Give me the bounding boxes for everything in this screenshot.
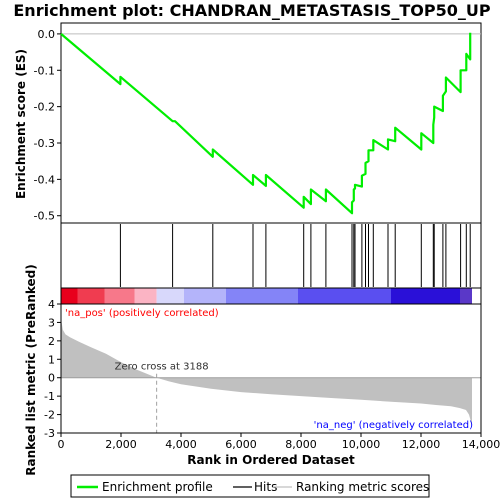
metric-tick-label: 0 [48,372,55,385]
color-bar-segment [61,288,78,304]
metric-tick-label: -2 [44,409,55,422]
legend-profile-label: Enrichment profile [102,480,213,494]
es-axis-label: Enrichment score (ES) [14,49,28,199]
color-bar-segment [135,288,157,304]
metric-tick-label: 1 [48,353,55,366]
es-tick-label: -0.3 [34,137,55,150]
metric-tick-label: -3 [44,427,55,440]
es-tick-label: -0.2 [34,101,55,114]
x-tick-label: 8,000 [285,438,317,451]
es-tick-label: -0.5 [34,210,55,223]
color-bar-segment [460,288,472,304]
metric-tick-label: -1 [44,390,55,403]
metric-tick-label: 2 [48,335,55,348]
color-bar-segment [298,288,391,304]
metric-axis-label: Ranked list metric (PreRanked) [24,264,38,476]
color-bar-segment [157,288,184,304]
es-tick-label: -0.4 [34,173,55,186]
x-tick-label: 6,000 [225,438,257,451]
color-bar-segment [78,288,105,304]
color-bar-segment [391,288,460,304]
x-tick-label: 0 [58,438,65,451]
x-tick-label: 2,000 [105,438,137,451]
es-tick-label: -0.1 [34,64,55,77]
neg-correlated-label: 'na_neg' (negatively correlated) [314,420,473,431]
pos-correlated-label: 'na_pos' (positively correlated) [65,308,219,319]
chart-title: Enrichment plot: CHANDRAN_METASTASIS_TOP… [13,1,491,20]
x-tick-label: 12,000 [402,438,441,451]
x-tick-label: 4,000 [165,438,197,451]
color-bar-segment [184,288,226,304]
x-tick-label: 14,000 [462,438,500,451]
x-tick-label: 10,000 [342,438,381,451]
metric-tick-label: 4 [48,298,55,311]
metric-tick-label: 3 [48,316,55,329]
x-axis-label: Rank in Ordered Dataset [187,453,355,467]
ranking-color-bar [61,288,472,304]
es-tick-label: 0.0 [38,28,56,41]
legend-metric-label: Ranking metric scores [296,480,429,494]
color-bar-segment [226,288,298,304]
zero-cross-label: Zero cross at 3188 [115,362,209,373]
color-bar-segment [105,288,135,304]
